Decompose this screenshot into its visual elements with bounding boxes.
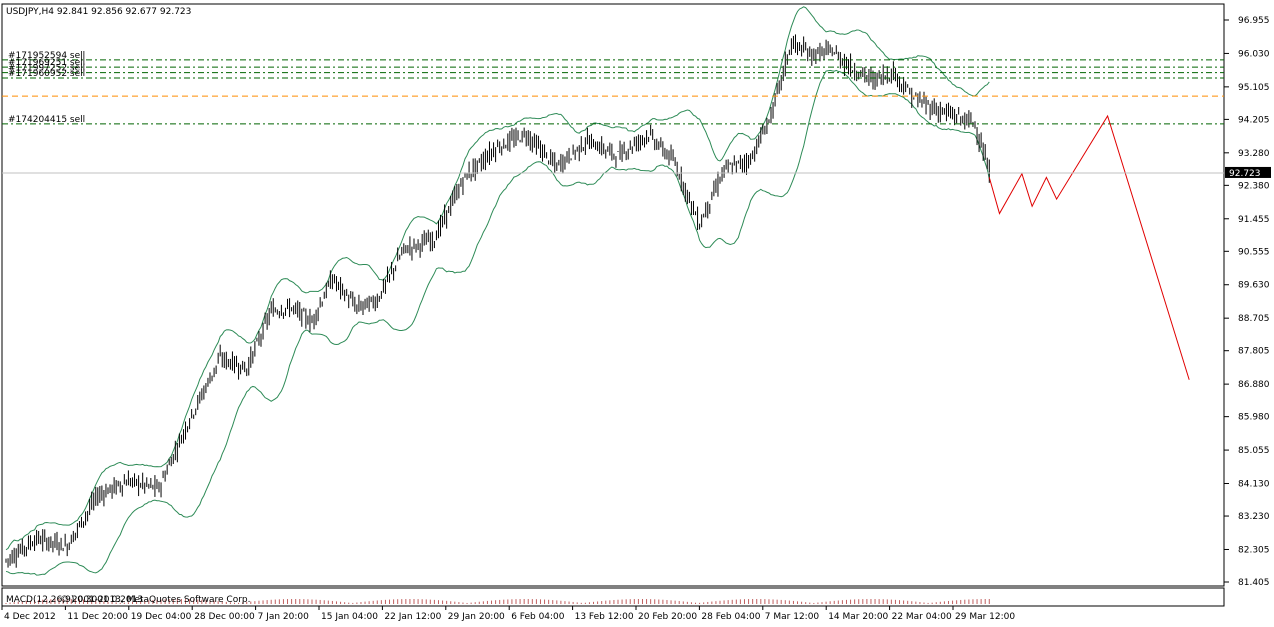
time-tick-label: 7 Mar 12:00 xyxy=(765,612,820,622)
price-tick-label: 92.380 xyxy=(1238,181,1270,191)
price-tick-label: 88.705 xyxy=(1238,314,1270,324)
forecast-path xyxy=(988,114,1190,380)
price-tick-label: 85.055 xyxy=(1238,446,1270,456)
time-axis: 4 Dec 2012 11 Dec 20:00 19 Dec 04:00 28 Dec… xyxy=(1,606,1015,622)
symbol-header: USDJPY,H4 92.841 92.856 92.677 92.723 xyxy=(6,7,191,17)
price-tick-label: 93.280 xyxy=(1238,149,1270,159)
macd-histogram xyxy=(5,599,990,604)
time-tick-label: 6 Feb 04:00 xyxy=(511,612,565,622)
time-tick-label: 15 Jan 04:00 xyxy=(321,612,378,622)
price-tick-label: 94.205 xyxy=(1238,115,1270,125)
price-tick-label: 89.630 xyxy=(1238,281,1270,291)
upper-band xyxy=(5,6,990,551)
price-tick-label: 83.230 xyxy=(1238,512,1270,522)
time-tick-label: 28 Feb 04:00 xyxy=(701,612,760,622)
price-tick-label: 96.955 xyxy=(1238,16,1270,26)
price-tick-label: 96.030 xyxy=(1238,49,1270,59)
price-tick-label: 81.405 xyxy=(1238,578,1270,588)
price-tick-label: 86.880 xyxy=(1238,380,1270,390)
price-tick-label: 82.305 xyxy=(1238,545,1270,555)
current-price-box xyxy=(1225,166,1271,178)
time-tick-label: 13 Feb 12:00 xyxy=(575,612,634,622)
price-tick-label: 87.805 xyxy=(1238,347,1270,357)
price-bars xyxy=(5,34,990,568)
time-tick-label: 14 Mar 20:00 xyxy=(828,612,888,622)
sell-level-label: #174204415 sell xyxy=(8,115,85,125)
sell-level-label: #171952594 sell xyxy=(8,51,85,61)
bollinger-bands xyxy=(5,6,990,576)
sell-level-label: #171997252 sell xyxy=(8,64,85,74)
current-price-label: 92.723 xyxy=(1229,169,1261,179)
price-tick-label: 84.130 xyxy=(1238,480,1270,490)
time-tick-label: 4 Dec 2012 xyxy=(4,612,56,622)
copyright-text: © 2001-2013, MetaQuotes Software Corp. xyxy=(60,595,251,605)
sell-level-label: #171969251 sell xyxy=(8,58,85,68)
price-tick-label: 85.980 xyxy=(1238,413,1270,423)
order-levels: #171952594 sell#171969251 sell#171997252… xyxy=(2,51,1224,125)
time-tick-label: 22 Mar 04:00 xyxy=(892,612,952,622)
price-tick-label: 95.105 xyxy=(1238,83,1270,93)
price-tick-label: 91.455 xyxy=(1238,215,1270,225)
time-tick-label: 19 Dec 04:00 xyxy=(131,612,192,622)
price-tick-label: 90.555 xyxy=(1238,247,1270,257)
indicator-plot-frame xyxy=(1,587,1225,607)
sell-level-label: #171960952 sell xyxy=(8,69,85,79)
time-tick-label: 28 Dec 00:00 xyxy=(194,612,255,622)
lower-band xyxy=(5,69,990,576)
time-tick-label: 11 Dec 20:00 xyxy=(67,612,128,622)
time-tick-label: 22 Jan 12:00 xyxy=(384,612,441,622)
time-tick-label: 29 Jan 20:00 xyxy=(448,612,505,622)
forecast-line xyxy=(988,114,1190,380)
time-tick-label: 7 Jan 20:00 xyxy=(258,612,310,622)
time-tick-label: 29 Mar 12:00 xyxy=(955,612,1015,622)
price-axis: 96.955 96.030 95.105 94.205 93.280 92.380 91.4… xyxy=(1224,16,1270,588)
time-tick-label: 20 Feb 20:00 xyxy=(638,612,697,622)
main-plot-frame xyxy=(1,3,1225,587)
indicator-header: MACD(12,26,9) 0.3001 0.2013 xyxy=(6,595,143,605)
